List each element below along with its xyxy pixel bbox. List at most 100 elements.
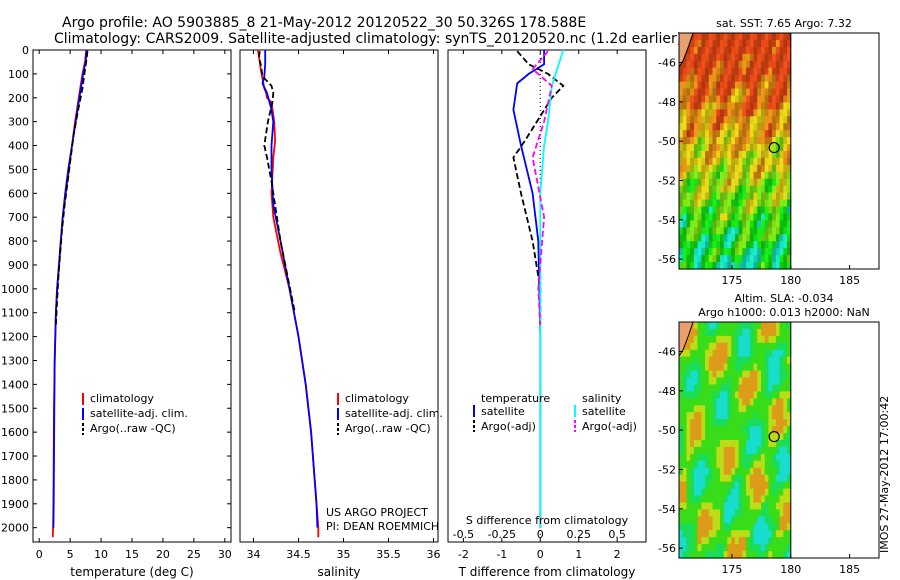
map-cell [779,544,784,552]
map-cell [734,377,740,385]
map-cell [731,213,736,221]
map-cell [764,213,769,221]
map-cell [738,241,743,249]
map-cell [682,474,687,483]
map-cell [697,227,702,235]
map-cell [693,60,699,69]
map-cell [783,328,788,337]
difference-xlabel: T difference from climatology [458,565,636,579]
map-cell [723,102,728,110]
y-tick-label: -52 [658,175,676,188]
map-cell [716,123,721,131]
map-cell [742,377,747,385]
map-cell [708,440,714,448]
map-cell [720,241,725,249]
map-cell [708,255,714,263]
x-tick-label: 2 [614,548,621,561]
map-cell [701,322,706,330]
map-cell [679,67,684,76]
map-cell [753,248,758,256]
map-cell [690,144,695,152]
map-cell [727,398,732,406]
map-cell [761,495,766,503]
map-cell [742,349,747,358]
map-cell [779,199,784,208]
map-cell [779,440,784,448]
map-cell [686,234,691,242]
map-cell [686,151,691,159]
y-tick-label: 1100 [1,307,29,320]
map-cell [775,495,781,503]
map-cell [731,164,736,173]
map-cell [761,81,766,90]
map-cell [712,391,717,399]
map-cell [705,67,710,76]
map-cell [690,412,695,420]
map-cell [772,551,777,559]
map-cell [723,206,728,214]
map-cell [701,130,706,138]
map-cell [679,248,684,256]
map-cell [682,255,687,263]
map-cell [761,391,766,399]
map-cell [705,53,710,62]
map-cell [775,342,781,351]
map-cell [705,502,710,510]
map-cell [768,460,773,469]
map-cell [787,433,792,441]
map-cell [761,405,766,413]
map-cell [723,467,728,476]
map-cell [768,342,773,351]
map-cell [779,551,784,559]
map-cell [742,255,747,263]
map-cell [720,537,725,545]
map-cell [697,192,702,201]
map-cell [757,328,762,337]
map-cell [772,377,777,385]
x-tick-top-label: -0.5 [453,528,474,541]
map-cell [716,192,721,201]
map-cell [701,39,706,48]
map-cell [720,262,725,270]
map-cell [746,544,751,552]
map-cell [746,67,751,76]
map-cell [779,74,784,83]
map-cell [746,157,751,166]
map-cell [701,433,706,441]
map-cell [779,262,784,270]
map-cell [731,227,736,235]
map-cell [690,481,695,490]
map-cell [731,102,736,110]
map-cell [779,398,784,406]
map-cell [753,433,758,441]
map-cell [731,356,736,365]
map-cell [757,356,762,365]
x-tick-label: 185 [839,563,860,576]
map-cell [757,481,762,490]
map-cell [742,199,747,208]
map-cell [764,426,769,434]
map-cell [742,248,747,256]
map-cell [697,328,702,337]
map-cell [708,453,714,462]
map-cell [708,523,714,531]
map-cell [783,405,788,413]
map-cell [708,102,714,110]
map-cell [787,446,792,455]
map-cell [761,488,766,497]
map-cell [749,453,755,462]
map-cell [682,460,687,469]
map-cell [779,116,784,124]
map-cell [716,460,721,469]
map-cell [679,516,684,524]
map-cell [727,516,732,524]
map-cell [686,46,691,55]
map-cell [731,46,736,55]
map-cell [768,328,773,337]
map-cell [746,262,751,270]
map-cell [764,537,769,545]
map-cell [775,39,781,48]
map-cell [775,433,781,441]
map-cell [775,544,781,552]
map-cell [753,206,758,214]
